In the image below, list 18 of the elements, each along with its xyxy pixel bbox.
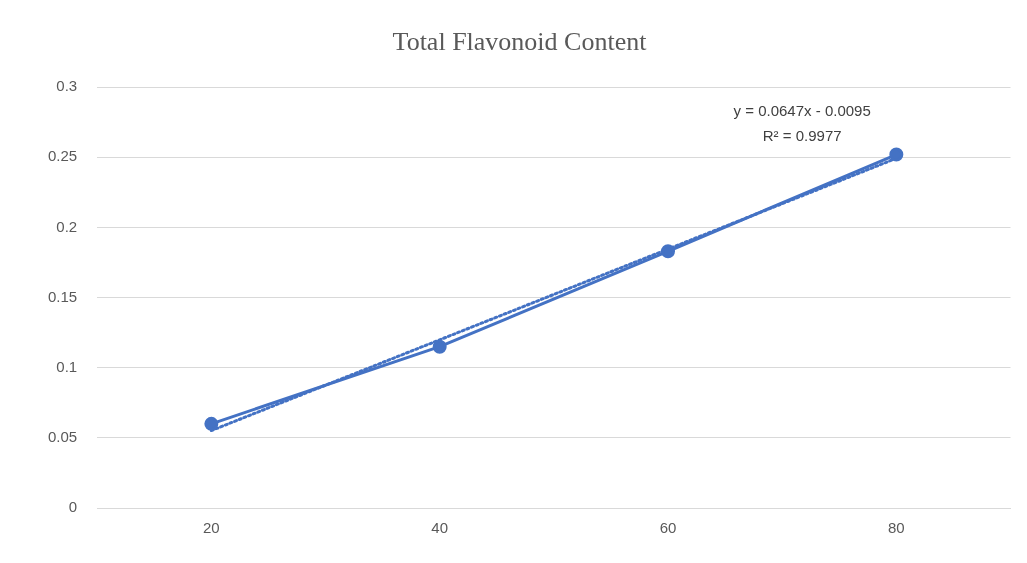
point [432, 339, 447, 354]
y-tick-label: 0.2 [56, 217, 78, 235]
y-tick-label: 0.15 [47, 287, 78, 305]
y-tick-label: 0.1 [56, 357, 78, 375]
x-tick-label: 60 [659, 519, 677, 537]
y-tick-label: 0.3 [56, 77, 78, 95]
x-tick-label: 80 [887, 519, 905, 537]
annotation: R² = 0.9977 [762, 127, 842, 145]
y-tick-label: 0 [68, 498, 78, 516]
annotation: y = 0.0647x - 0.0095 [733, 102, 871, 120]
x-tick-label: 40 [431, 519, 449, 537]
x-tick-label: 20 [203, 519, 220, 537]
chart-title: Total Flavonoid Content [392, 27, 648, 57]
y-tick-label: 0.25 [47, 147, 78, 165]
point [661, 244, 676, 259]
point [889, 147, 904, 162]
point [204, 416, 219, 431]
y-tick-label: 0.05 [47, 428, 78, 446]
